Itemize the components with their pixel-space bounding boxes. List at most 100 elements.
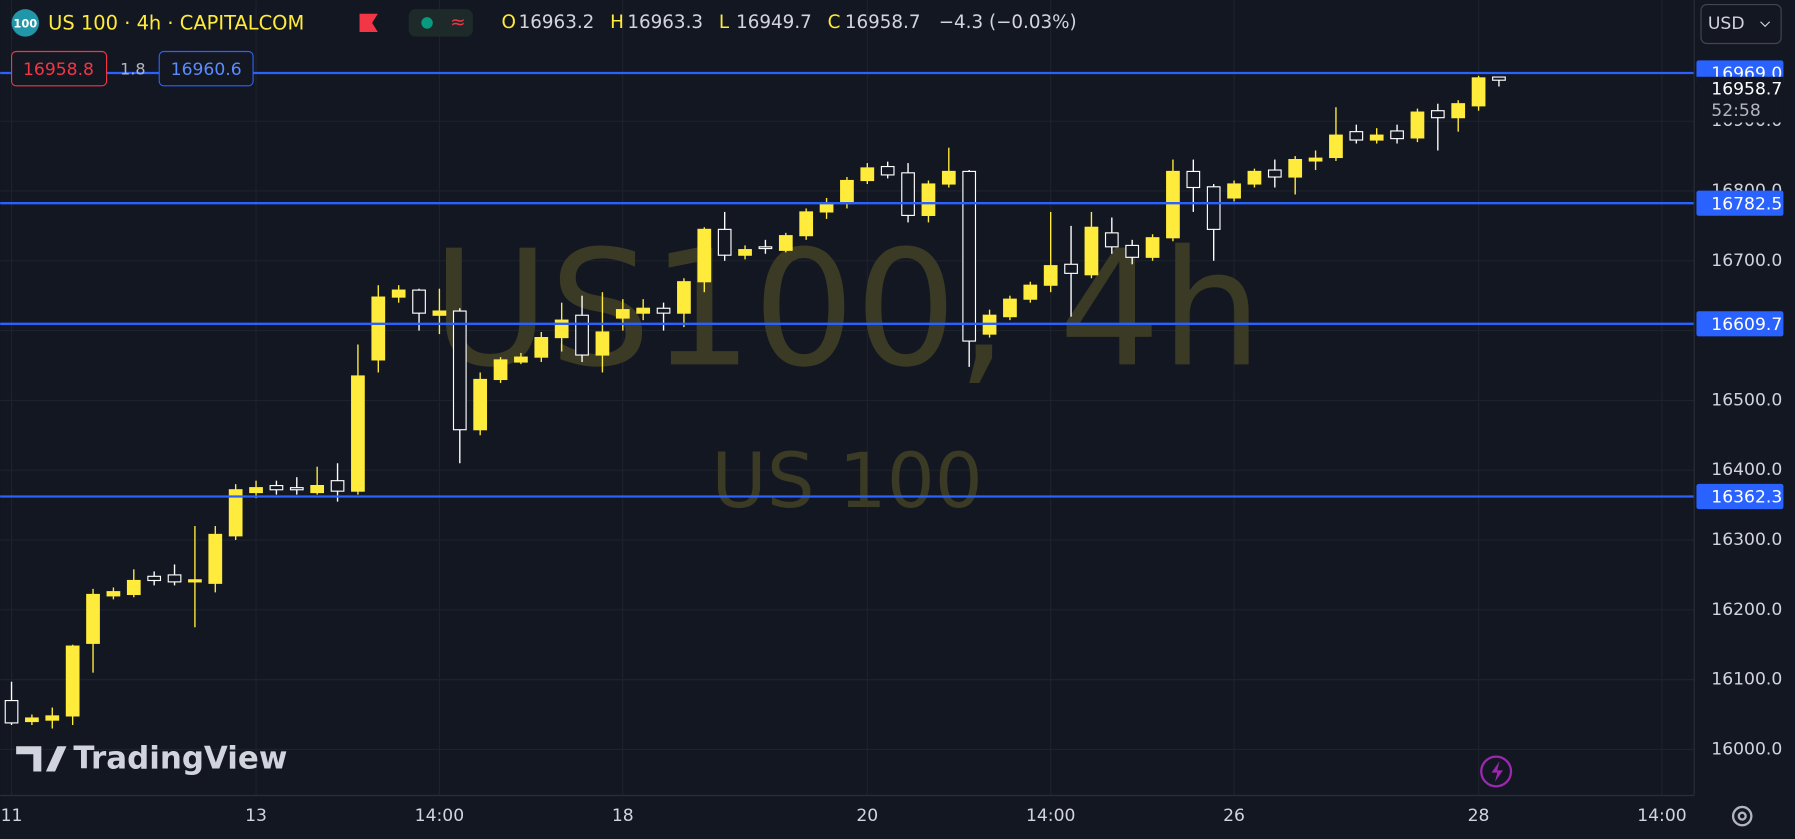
candle-body	[1247, 170, 1262, 185]
candle-body	[1410, 111, 1425, 139]
y-tick-label: 16300.0	[1711, 530, 1782, 550]
wave-icon: ≈	[450, 12, 465, 33]
level-label-box	[1696, 311, 1784, 337]
x-tick-label: 18	[612, 806, 634, 826]
candle-body	[1166, 170, 1180, 239]
ohlc-legend: O 16963.2 H 16963.3 L 16949.7 C 16958.7 −4.3 (−0…	[501, 12, 1076, 33]
ohlc-key: H	[610, 12, 624, 33]
badge-text: 100	[13, 17, 37, 31]
candle-body	[941, 170, 956, 185]
plot	[0, 71, 1695, 729]
candle-body	[1369, 134, 1384, 141]
x-tick-label: 20	[856, 806, 878, 826]
settings-icon	[1737, 811, 1747, 821]
settings-button[interactable]	[1731, 805, 1753, 827]
candle-body	[636, 307, 651, 314]
y-tick-label: 16700.0	[1711, 251, 1782, 271]
candle-body	[1084, 226, 1099, 276]
ohlc-value: 16958.7	[845, 12, 921, 33]
level-label: 16362.3	[1711, 488, 1782, 508]
candle-body	[391, 289, 406, 298]
buy-price[interactable]: 16960.6	[171, 60, 242, 80]
flag-icon[interactable]	[359, 13, 378, 33]
candle-body	[208, 533, 223, 584]
candle-body	[452, 310, 467, 431]
last-price-label: 16958.7	[1711, 79, 1782, 99]
candle-body	[615, 309, 630, 319]
candle-body	[371, 296, 386, 361]
level-label-box	[1696, 190, 1784, 216]
candle-body	[778, 235, 793, 251]
candle-body	[412, 289, 426, 314]
lightning-button[interactable]	[1480, 755, 1513, 788]
ohlc-change: −4.3 (−0.03%)	[939, 12, 1077, 33]
market-open-dot	[421, 17, 433, 29]
ohlc-value: 16963.2	[519, 12, 595, 33]
x-tick-label: 14:00	[415, 806, 464, 826]
watermark-main: US100, 4h	[432, 215, 1262, 402]
candle-body	[717, 228, 732, 256]
logo-icon[interactable]	[16, 746, 67, 772]
candle-body	[1349, 131, 1364, 141]
x-tick-label: 13	[245, 806, 267, 826]
countdown: 52:58	[1711, 101, 1760, 121]
symbol-title[interactable]: US 100 · 4h · CAPITALCOM	[48, 12, 304, 35]
candle-body	[1145, 237, 1160, 258]
candle-body	[330, 480, 345, 492]
candle-body	[575, 314, 589, 356]
candle-body	[1206, 186, 1221, 230]
currency-select[interactable]	[1700, 4, 1782, 45]
x-tick-label: 26	[1223, 806, 1245, 826]
candle-body	[1227, 183, 1241, 199]
logo-text[interactable]: TradingView	[73, 741, 287, 777]
candle-body	[351, 375, 365, 492]
level-label: 16782.5	[1711, 194, 1782, 214]
candle-body	[1023, 284, 1038, 300]
watermark-sub: US 100	[711, 437, 982, 525]
candle-body	[1288, 158, 1303, 178]
candle-body	[738, 249, 752, 256]
currency-text[interactable]: USD	[1708, 14, 1745, 34]
candle-body	[1390, 130, 1404, 140]
candle-body	[1430, 110, 1445, 119]
ohlc-key: O	[501, 12, 515, 33]
buy-button[interactable]	[158, 50, 254, 87]
dropdown-arrow	[1760, 21, 1771, 28]
x-tick-label: 28	[1468, 806, 1490, 826]
y-tick-label: 16000.0	[1711, 739, 1782, 759]
last-price-box	[1696, 76, 1784, 123]
candle-body	[4, 699, 19, 724]
symbol-badge	[11, 9, 40, 37]
candle-body	[1064, 263, 1078, 274]
level-label: 16609.7	[1711, 315, 1782, 335]
candle-body	[758, 246, 773, 250]
axis: 16000.0 16100.0 16200.0 16300.0 16400.0 16500…	[1, 60, 1784, 826]
candle-body	[1186, 170, 1201, 189]
y-tick-label: 16200.0	[1711, 600, 1782, 620]
sell-price[interactable]: 16958.8	[23, 60, 94, 80]
candle-body	[799, 211, 814, 237]
candle-body	[493, 359, 508, 381]
level-label-box	[1696, 483, 1784, 510]
ohlc-value: 16949.7	[736, 12, 812, 33]
candle-body	[880, 165, 895, 176]
candle-body	[147, 575, 162, 582]
ohlc-value: 16963.3	[627, 12, 703, 33]
candle-body	[901, 172, 915, 216]
x-tick-label: 14:00	[1026, 806, 1075, 826]
candle-body	[1308, 157, 1323, 162]
candle-body	[167, 574, 182, 583]
x-tick-label: 11	[1, 806, 23, 826]
sell-button[interactable]	[10, 50, 108, 87]
ohlc-key: L	[719, 12, 730, 33]
candle-body	[473, 378, 488, 431]
candle-body	[249, 487, 263, 494]
candle-body	[962, 170, 977, 342]
candle-body	[1125, 244, 1140, 258]
candle-body	[126, 579, 141, 596]
candle-body	[1451, 103, 1466, 119]
lightning-icon	[1491, 761, 1503, 782]
candle-body	[534, 337, 549, 358]
candle-body	[514, 356, 528, 363]
